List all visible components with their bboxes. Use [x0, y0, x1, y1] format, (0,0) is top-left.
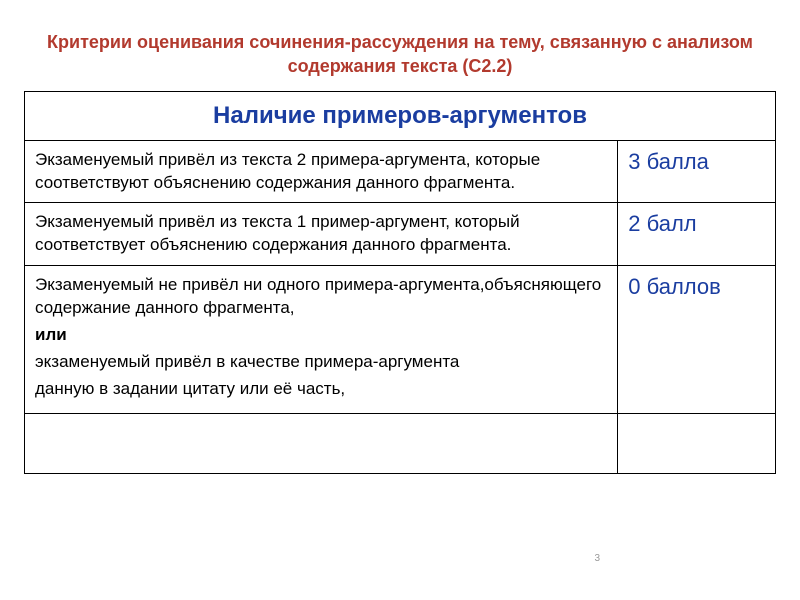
table-row: Экзаменуемый привёл из текста 1 пример-а…: [25, 203, 776, 266]
criteria-line: экзаменуемый привёл в качестве примера-а…: [35, 351, 607, 374]
criteria-line: Экзаменуемый не привёл ни одного примера…: [35, 274, 607, 320]
table-header: Наличие примеров-аргументов: [25, 91, 776, 140]
table-row-empty: [25, 414, 776, 474]
criteria-line: данную в задании цитату или её часть,: [35, 378, 607, 401]
table-row: Экзаменуемый привёл из текста 2 примера-…: [25, 140, 776, 203]
criteria-cell: Экзаменуемый не привёл ни одного примера…: [25, 266, 618, 414]
criteria-table: Наличие примеров-аргументов Экзаменуемый…: [24, 91, 776, 474]
score-cell-empty: [618, 414, 776, 474]
score-cell: 2 балл: [618, 203, 776, 266]
score-cell: 3 балла: [618, 140, 776, 203]
score-cell: 0 баллов: [618, 266, 776, 414]
table-row: Экзаменуемый не привёл ни одного примера…: [25, 266, 776, 414]
criteria-cell-empty: [25, 414, 618, 474]
criteria-or: или: [35, 324, 607, 347]
criteria-cell: Экзаменуемый привёл из текста 2 примера-…: [25, 140, 618, 203]
page-title: Критерии оценивания сочинения-рассуждени…: [0, 0, 800, 91]
page-number: 3: [594, 553, 600, 564]
criteria-cell: Экзаменуемый привёл из текста 1 пример-а…: [25, 203, 618, 266]
